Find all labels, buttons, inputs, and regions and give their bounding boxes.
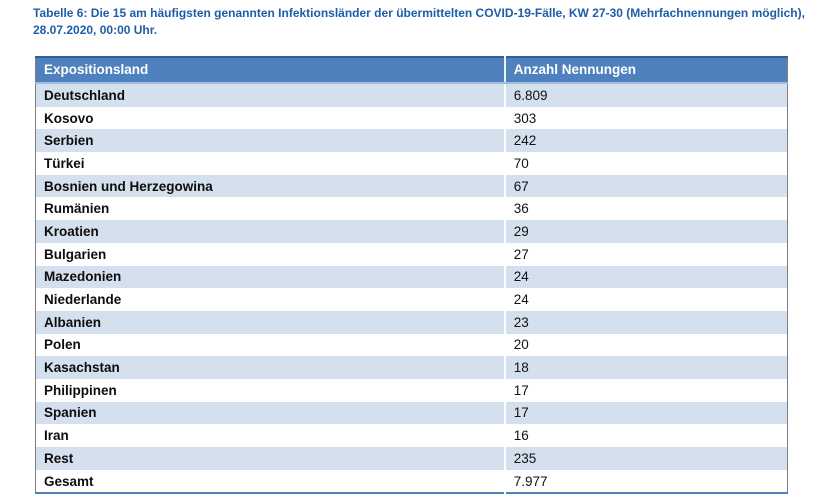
count-cell: 67 <box>513 178 529 194</box>
count-cell: 16 <box>513 428 529 444</box>
table-caption-line2: 28.07.2020, 00:00 Uhr. <box>33 23 158 37</box>
table-caption-line1: Tabelle 6: Die 15 am häufigsten genannte… <box>33 6 805 20</box>
count-cell: 24 <box>513 292 529 308</box>
table-row: Spanien 17 <box>35 401 788 425</box>
table-row: Albanien 23 <box>35 310 788 334</box>
country-cell: Türkei <box>35 152 506 175</box>
country-cell: Bosnien und Herzegowina <box>35 174 506 198</box>
column-header-anzahl-nennungen: Anzahl Nennungen <box>504 57 788 84</box>
exposure-country-table-wrap: Expositionsland Anzahl Nennungen Deutsch… <box>35 56 788 495</box>
table-row: Kroatien 29 <box>35 220 788 243</box>
country-cell: Kroatien <box>35 220 506 243</box>
country-cell: Serbien <box>35 129 506 153</box>
country-cell: Kasachstan <box>35 356 506 379</box>
table-row: Bosnien und Herzegowina 67 <box>35 174 788 198</box>
exposure-country-table: Expositionsland Anzahl Nennungen Deutsch… <box>35 56 788 495</box>
table-row: Serbien 242 <box>35 129 788 153</box>
count-cell: 303 <box>513 110 537 126</box>
country-cell: Mazedonien <box>35 265 506 289</box>
count-cell: 6.809 <box>513 87 548 103</box>
table-row: Bulgarien 27 <box>35 242 788 266</box>
count-cell: 29 <box>513 223 529 239</box>
count-cell: 17 <box>513 382 529 398</box>
table-body: Deutschland 6.809 Kosovo 303 Serbien 242… <box>35 83 788 494</box>
count-cell: 7.977 <box>513 473 548 489</box>
table-header: Expositionsland Anzahl Nennungen <box>35 57 788 84</box>
country-cell: Rest <box>35 447 506 470</box>
column-header-expositionsland: Expositionsland <box>35 57 506 84</box>
count-cell: 27 <box>513 246 529 262</box>
country-cell: Gesamt <box>35 469 506 494</box>
table-row: Kasachstan 18 <box>35 356 788 379</box>
country-cell: Deutschland <box>35 83 506 107</box>
country-cell: Spanien <box>35 401 506 425</box>
table-row: Mazedonien 24 <box>35 265 788 289</box>
country-cell: Rumänien <box>35 197 506 221</box>
table-row: Rumänien 36 <box>35 197 788 221</box>
country-cell: Albanien <box>35 310 506 334</box>
table-row: Kosovo 303 <box>35 106 788 130</box>
table-row: Türkei 70 <box>35 152 788 175</box>
table-row: Polen 20 <box>35 333 788 357</box>
table-row: Niederlande 24 <box>35 288 788 311</box>
table-row: Deutschland 6.809 <box>35 83 788 107</box>
count-cell: 235 <box>513 450 537 466</box>
country-cell: Bulgarien <box>35 242 506 266</box>
country-cell: Philippinen <box>35 378 506 402</box>
country-cell: Kosovo <box>35 106 506 130</box>
count-cell: 23 <box>513 314 529 330</box>
country-cell: Iran <box>35 424 506 447</box>
count-cell: 17 <box>513 405 529 421</box>
count-cell: 20 <box>513 337 529 353</box>
count-cell: 24 <box>513 269 529 285</box>
count-cell: 36 <box>513 201 529 217</box>
country-cell: Niederlande <box>35 288 506 311</box>
count-cell: 242 <box>513 133 537 149</box>
table-row: Philippinen 17 <box>35 378 788 402</box>
count-cell: 18 <box>513 360 529 376</box>
table-row: Gesamt 7.977 <box>35 469 788 494</box>
header-row: Expositionsland Anzahl Nennungen <box>35 57 788 84</box>
table-row: Rest 235 <box>35 447 788 470</box>
table-caption: Tabelle 6: Die 15 am häufigsten genannte… <box>33 5 805 39</box>
country-cell: Polen <box>35 333 506 357</box>
count-cell: 70 <box>513 155 529 171</box>
table-row: Iran 16 <box>35 424 788 447</box>
